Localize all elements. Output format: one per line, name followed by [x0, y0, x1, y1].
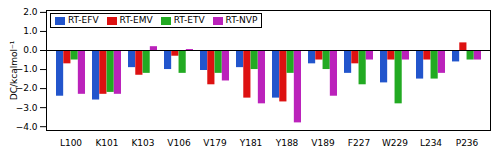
svg-text:0.0: 0.0: [23, 45, 38, 55]
svg-text:−2.0: −2.0: [16, 83, 38, 93]
html-text:RT-EFV: RT-EFV: [68, 15, 99, 25]
svg-text:K101: K101: [95, 138, 118, 148]
svg-text:Y188: Y188: [275, 138, 299, 148]
html-text:RT-NVP: RT-NVP: [225, 15, 258, 25]
svg-text:V106: V106: [167, 138, 191, 148]
html-text:RT-EMV: RT-EMV: [119, 15, 153, 25]
svg-text:W229: W229: [382, 138, 408, 148]
svg-text:V189: V189: [311, 138, 335, 148]
svg-text:−3.0: −3.0: [16, 103, 38, 113]
svg-text:−4.0: −4.0: [16, 122, 38, 132]
html-text:RT-ETV: RT-ETV: [173, 15, 205, 25]
svg-text:2.0: 2.0: [23, 7, 38, 17]
svg-text:V179: V179: [203, 138, 227, 148]
svg-text:L234: L234: [420, 138, 442, 148]
svg-text:−1.0: −1.0: [16, 64, 38, 74]
svg-text:Y181: Y181: [239, 138, 263, 148]
svg-text:DC/kcalmol⁻¹: DC/kcalmol⁻¹: [9, 40, 19, 100]
svg-text:P236: P236: [456, 138, 479, 148]
svg-text:K103: K103: [131, 138, 154, 148]
svg-text:F227: F227: [348, 138, 370, 148]
svg-text:1.0: 1.0: [23, 26, 38, 36]
svg-text:L100: L100: [60, 138, 82, 148]
